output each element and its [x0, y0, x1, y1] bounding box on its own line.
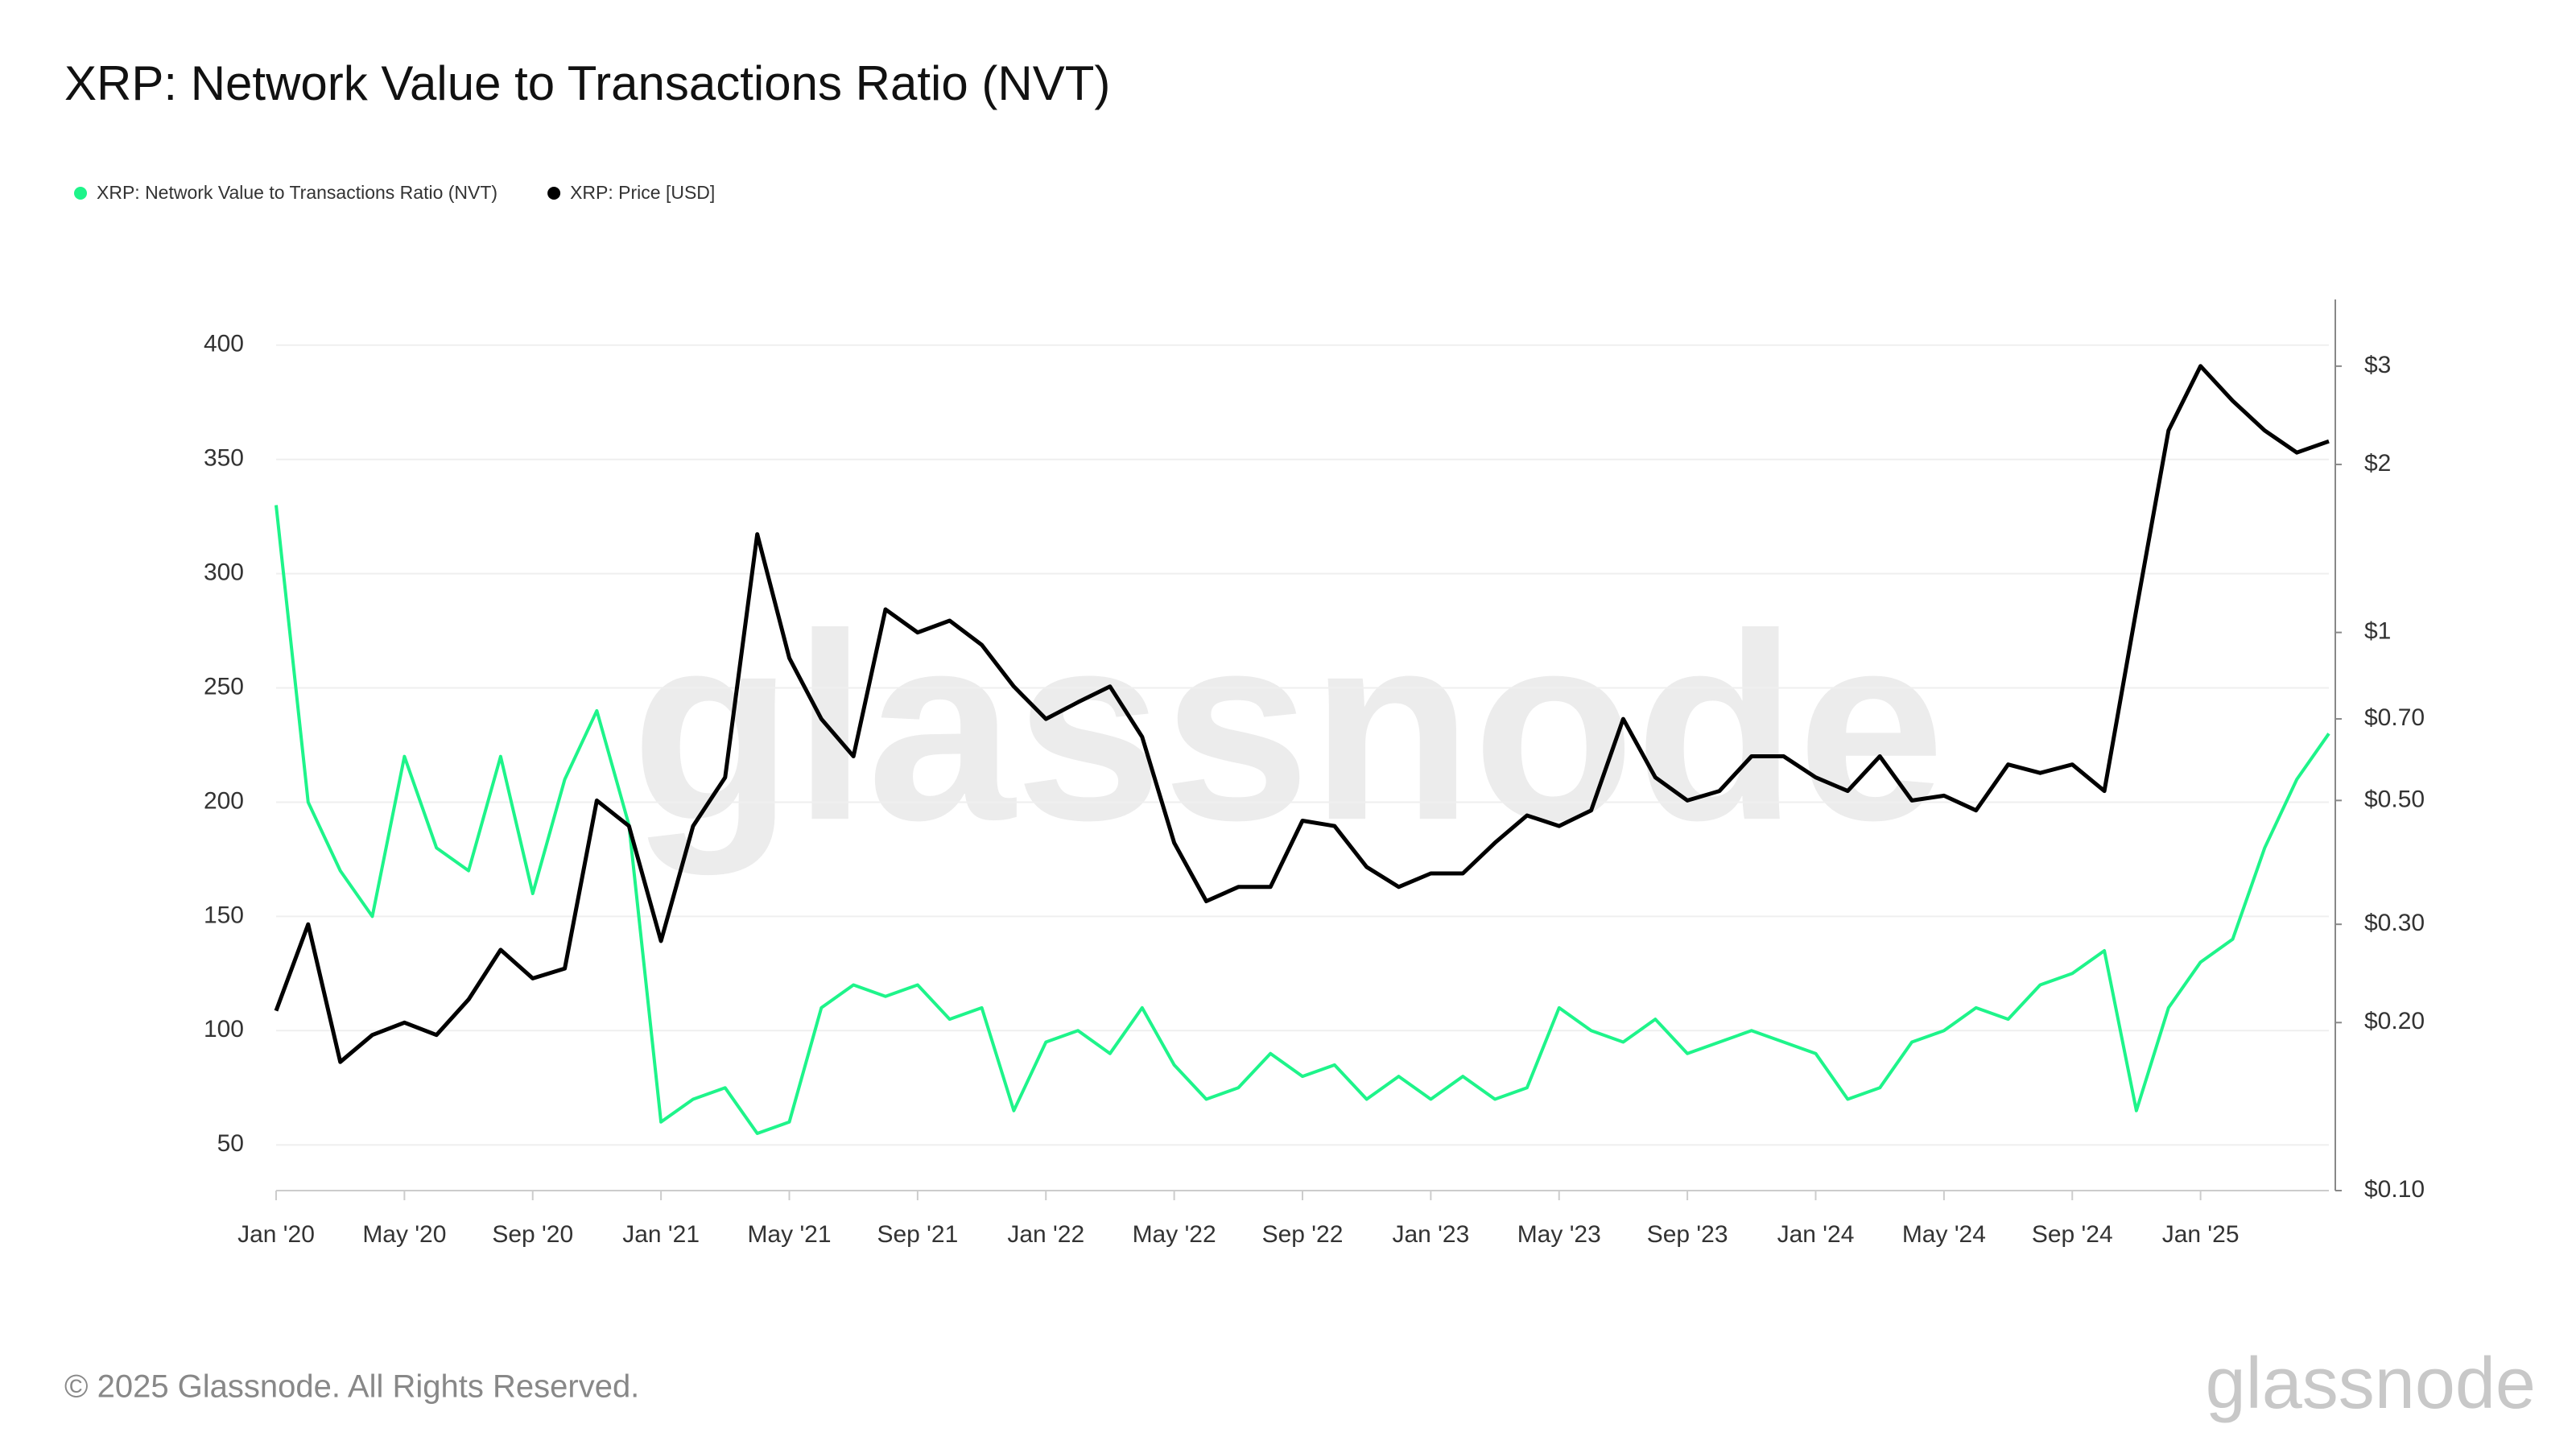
- legend-marker: [547, 187, 561, 200]
- y-tick-label: 100: [204, 1016, 244, 1042]
- y2-tick-label: $3: [2364, 352, 2391, 378]
- y2-tick-label: $1: [2364, 618, 2391, 645]
- x-tick-label: Sep '22: [1262, 1221, 1344, 1248]
- y2-tick-label: $2: [2364, 450, 2391, 477]
- x-tick-label: Sep '24: [2032, 1221, 2113, 1248]
- x-tick-label: Jan '22: [1007, 1221, 1084, 1248]
- y2-tick-label: $0.20: [2364, 1008, 2425, 1034]
- logo: glassnode: [2206, 1344, 2536, 1424]
- y2-tick-label: $0.30: [2364, 910, 2425, 936]
- x-tick-label: Jan '21: [622, 1221, 700, 1248]
- y-tick-label: 200: [204, 787, 244, 814]
- x-tick-label: May '23: [1517, 1221, 1601, 1248]
- x-tick-label: May '20: [362, 1221, 446, 1248]
- x-tick-label: Sep '21: [877, 1221, 958, 1248]
- x-tick-label: Jan '24: [1777, 1221, 1855, 1248]
- x-tick-label: Sep '20: [492, 1221, 573, 1248]
- y2-tick-label: $0.10: [2364, 1176, 2425, 1203]
- legend-label: XRP: Price [USD]: [570, 182, 715, 203]
- series-line: [275, 505, 2330, 1135]
- y-tick-label: 350: [204, 445, 244, 472]
- x-tick-label: May '24: [1902, 1221, 1986, 1248]
- x-tick-label: Jan '25: [2162, 1221, 2240, 1248]
- x-tick-label: May '22: [1133, 1221, 1216, 1248]
- chart-title: XRP: Network Value to Transactions Ratio…: [64, 56, 1110, 110]
- y-tick-label: 50: [217, 1130, 244, 1157]
- footer: © 2025 Glassnode. All Rights Reserved.: [64, 1369, 639, 1405]
- legend-marker: [74, 187, 87, 200]
- y-tick-label: 300: [204, 559, 244, 586]
- y-tick-label: 400: [204, 331, 244, 357]
- x-tick-label: Sep '23: [1647, 1221, 1728, 1248]
- y-tick-label: 250: [204, 673, 244, 700]
- legend-label: XRP: Network Value to Transactions Ratio…: [97, 182, 497, 203]
- x-tick-label: Jan '23: [1392, 1221, 1469, 1248]
- x-tick-label: Jan '20: [237, 1221, 315, 1248]
- y2-tick-label: $0.50: [2364, 786, 2425, 812]
- watermark: glassnode: [631, 578, 1945, 877]
- y-tick-label: 150: [204, 902, 244, 928]
- x-tick-label: May '21: [747, 1221, 831, 1248]
- series-line: [274, 364, 2330, 1064]
- y2-tick-label: $0.70: [2364, 704, 2425, 731]
